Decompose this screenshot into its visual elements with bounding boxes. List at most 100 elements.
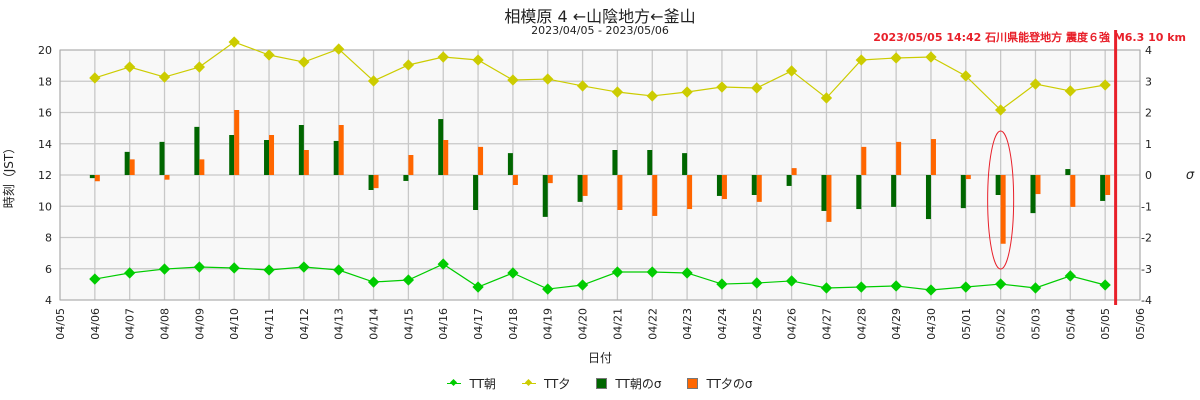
y2-tick-label: 4 — [1145, 44, 1152, 57]
sigma-bar — [995, 175, 1001, 195]
x-tick-label: 04/13 — [333, 308, 346, 340]
sigma-bar — [298, 125, 304, 175]
sigma-bar — [443, 140, 449, 175]
data-point — [751, 277, 763, 289]
data-point — [1099, 79, 1111, 91]
sigma-bar — [1065, 169, 1071, 175]
data-point — [925, 51, 937, 63]
sigma-bar — [751, 175, 757, 195]
sigma-bar — [234, 110, 240, 175]
sigma-bar — [199, 159, 205, 175]
sigma-bar — [338, 125, 344, 175]
y2-tick-label: 0 — [1145, 169, 1152, 182]
bar-swatch-icon — [687, 378, 699, 389]
sigma-bar — [612, 150, 618, 175]
data-point — [785, 275, 798, 287]
data-point — [576, 279, 589, 291]
legend-item-tt-morning: TT朝 — [447, 375, 496, 392]
sigma-bar — [164, 175, 170, 180]
y-axis-label: 時刻（JST） — [2, 142, 16, 209]
event-annotation: 2023/05/05 14:42 石川県能登地方 震度６強 M6.3 10 km — [873, 31, 1186, 44]
sigma-bar — [438, 119, 444, 175]
sigma-bar — [756, 175, 762, 202]
data-point — [263, 49, 275, 61]
sigma-bar — [786, 175, 792, 186]
data-point — [855, 281, 867, 293]
x-tick-label: 04/26 — [786, 308, 799, 340]
series-line — [94, 263, 1106, 291]
x-tick-label: 04/09 — [193, 308, 206, 340]
data-point — [611, 266, 624, 278]
chart-subtitle: 2023/04/05 - 2023/05/06 — [531, 24, 669, 37]
chart-title: 相模原 4 ←山陰地方←釜山 — [504, 7, 696, 26]
sigma-bar — [960, 175, 966, 209]
sigma-bar — [373, 175, 379, 189]
data-point — [298, 261, 310, 273]
sigma-bar — [124, 151, 130, 175]
sigma-bar — [368, 175, 374, 190]
sigma-bar — [94, 175, 100, 182]
sigma-bar — [791, 168, 797, 175]
data-point — [437, 258, 449, 270]
x-tick-label: 04/06 — [89, 308, 102, 340]
sigma-bar — [264, 140, 270, 175]
sigma-bar — [542, 175, 548, 217]
sigma-bar — [269, 135, 275, 175]
data-point — [1064, 270, 1076, 282]
legend-item-sigma-morning: TT朝のσ — [596, 375, 661, 392]
legend-item-tt-evening: TT夕 — [521, 375, 571, 392]
x-tick-label: 04/16 — [437, 308, 450, 340]
sigma-bar — [687, 175, 693, 210]
plot-border — [59, 49, 1141, 301]
x-tick-label: 04/11 — [263, 308, 276, 340]
legend-item-sigma-evening: TT夕のσ — [687, 375, 753, 392]
data-point — [1029, 282, 1042, 294]
data-point — [228, 262, 240, 274]
sigma-bar — [582, 175, 588, 196]
sigma-bar — [473, 175, 479, 210]
data-point — [263, 264, 275, 276]
sigma-bar — [1100, 175, 1106, 201]
sigma-bar — [303, 150, 309, 175]
x-tick-label: 04/21 — [611, 308, 624, 340]
x-tick-label: 05/02 — [995, 308, 1008, 340]
data-point — [1099, 279, 1111, 291]
x-tick-label: 04/07 — [124, 308, 137, 340]
data-point — [890, 280, 902, 292]
y-tick-label: 4 — [45, 294, 52, 307]
sigma-bar — [1105, 175, 1111, 195]
data-point — [228, 36, 240, 48]
x-tick-label: 04/23 — [681, 308, 694, 340]
y-tick-label: 6 — [45, 263, 52, 276]
x-tick-label: 05/06 — [1134, 308, 1147, 340]
x-tick-label: 04/10 — [228, 308, 241, 340]
x-tick-label: 04/28 — [855, 308, 868, 340]
y-tick-label: 18 — [38, 75, 52, 88]
sigma-bar — [89, 175, 95, 179]
y2-tick-label: -2 — [1141, 232, 1152, 245]
sigma-bar — [1000, 175, 1006, 244]
data-point — [890, 52, 902, 64]
data-point — [333, 264, 345, 276]
y-tick-label: 16 — [38, 107, 52, 120]
sigma-bar — [716, 175, 722, 196]
x-tick-label: 04/22 — [646, 308, 659, 340]
data-point — [681, 267, 693, 279]
x-tick-label: 04/05 — [54, 308, 67, 340]
data-point — [193, 261, 206, 273]
x-tick-label: 04/25 — [751, 308, 764, 340]
x-tick-label: 04/17 — [472, 308, 485, 340]
x-axis-label: 日付 — [588, 351, 612, 365]
legend-label: TT夕 — [543, 377, 571, 391]
y-tick-label: 20 — [38, 44, 52, 57]
data-point — [507, 74, 519, 86]
x-tick-label: 04/08 — [159, 308, 172, 340]
sigma-bar — [896, 141, 902, 175]
x-tick-label: 04/29 — [890, 308, 903, 340]
x-tick-label: 04/19 — [542, 308, 555, 340]
sigma-bar — [925, 175, 931, 220]
legend: TT朝 TT夕 TT朝のσ TT夕のσ — [0, 375, 1200, 392]
data-point — [124, 61, 136, 73]
sigma-bar — [965, 175, 971, 180]
